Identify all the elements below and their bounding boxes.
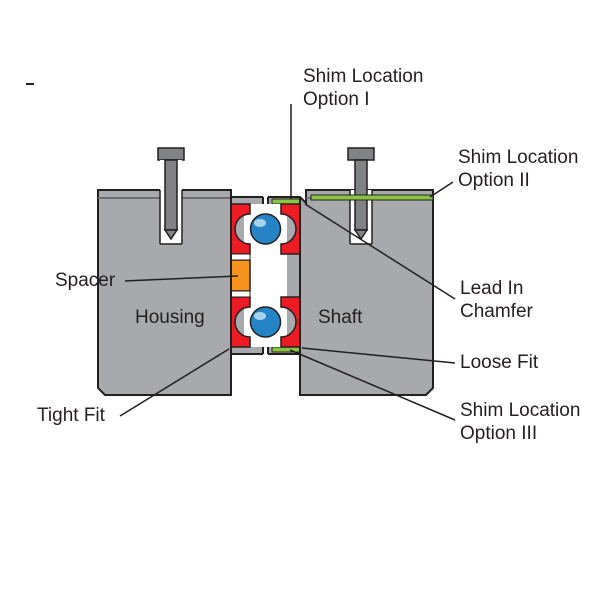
shim-option-2: [311, 195, 433, 200]
label-shim2: Shim LocationOption II: [458, 147, 578, 193]
label-shim1: Shim LocationOption I: [303, 66, 423, 112]
label-shaft: Shaft: [318, 307, 362, 330]
label-housing: Housing: [135, 307, 205, 330]
label-tight-fit: Tight Fit: [37, 405, 105, 428]
label-loose-fit: Loose Fit: [460, 352, 538, 375]
bearing-ball-upper: [251, 214, 281, 244]
label-lead-in: Lead InChamfer: [460, 278, 533, 324]
bolt-left: [158, 148, 184, 244]
label-shim3: Shim LocationOption III: [460, 400, 580, 446]
label-spacer: Spacer: [55, 270, 115, 293]
bearing-ball-lower: [251, 307, 281, 337]
